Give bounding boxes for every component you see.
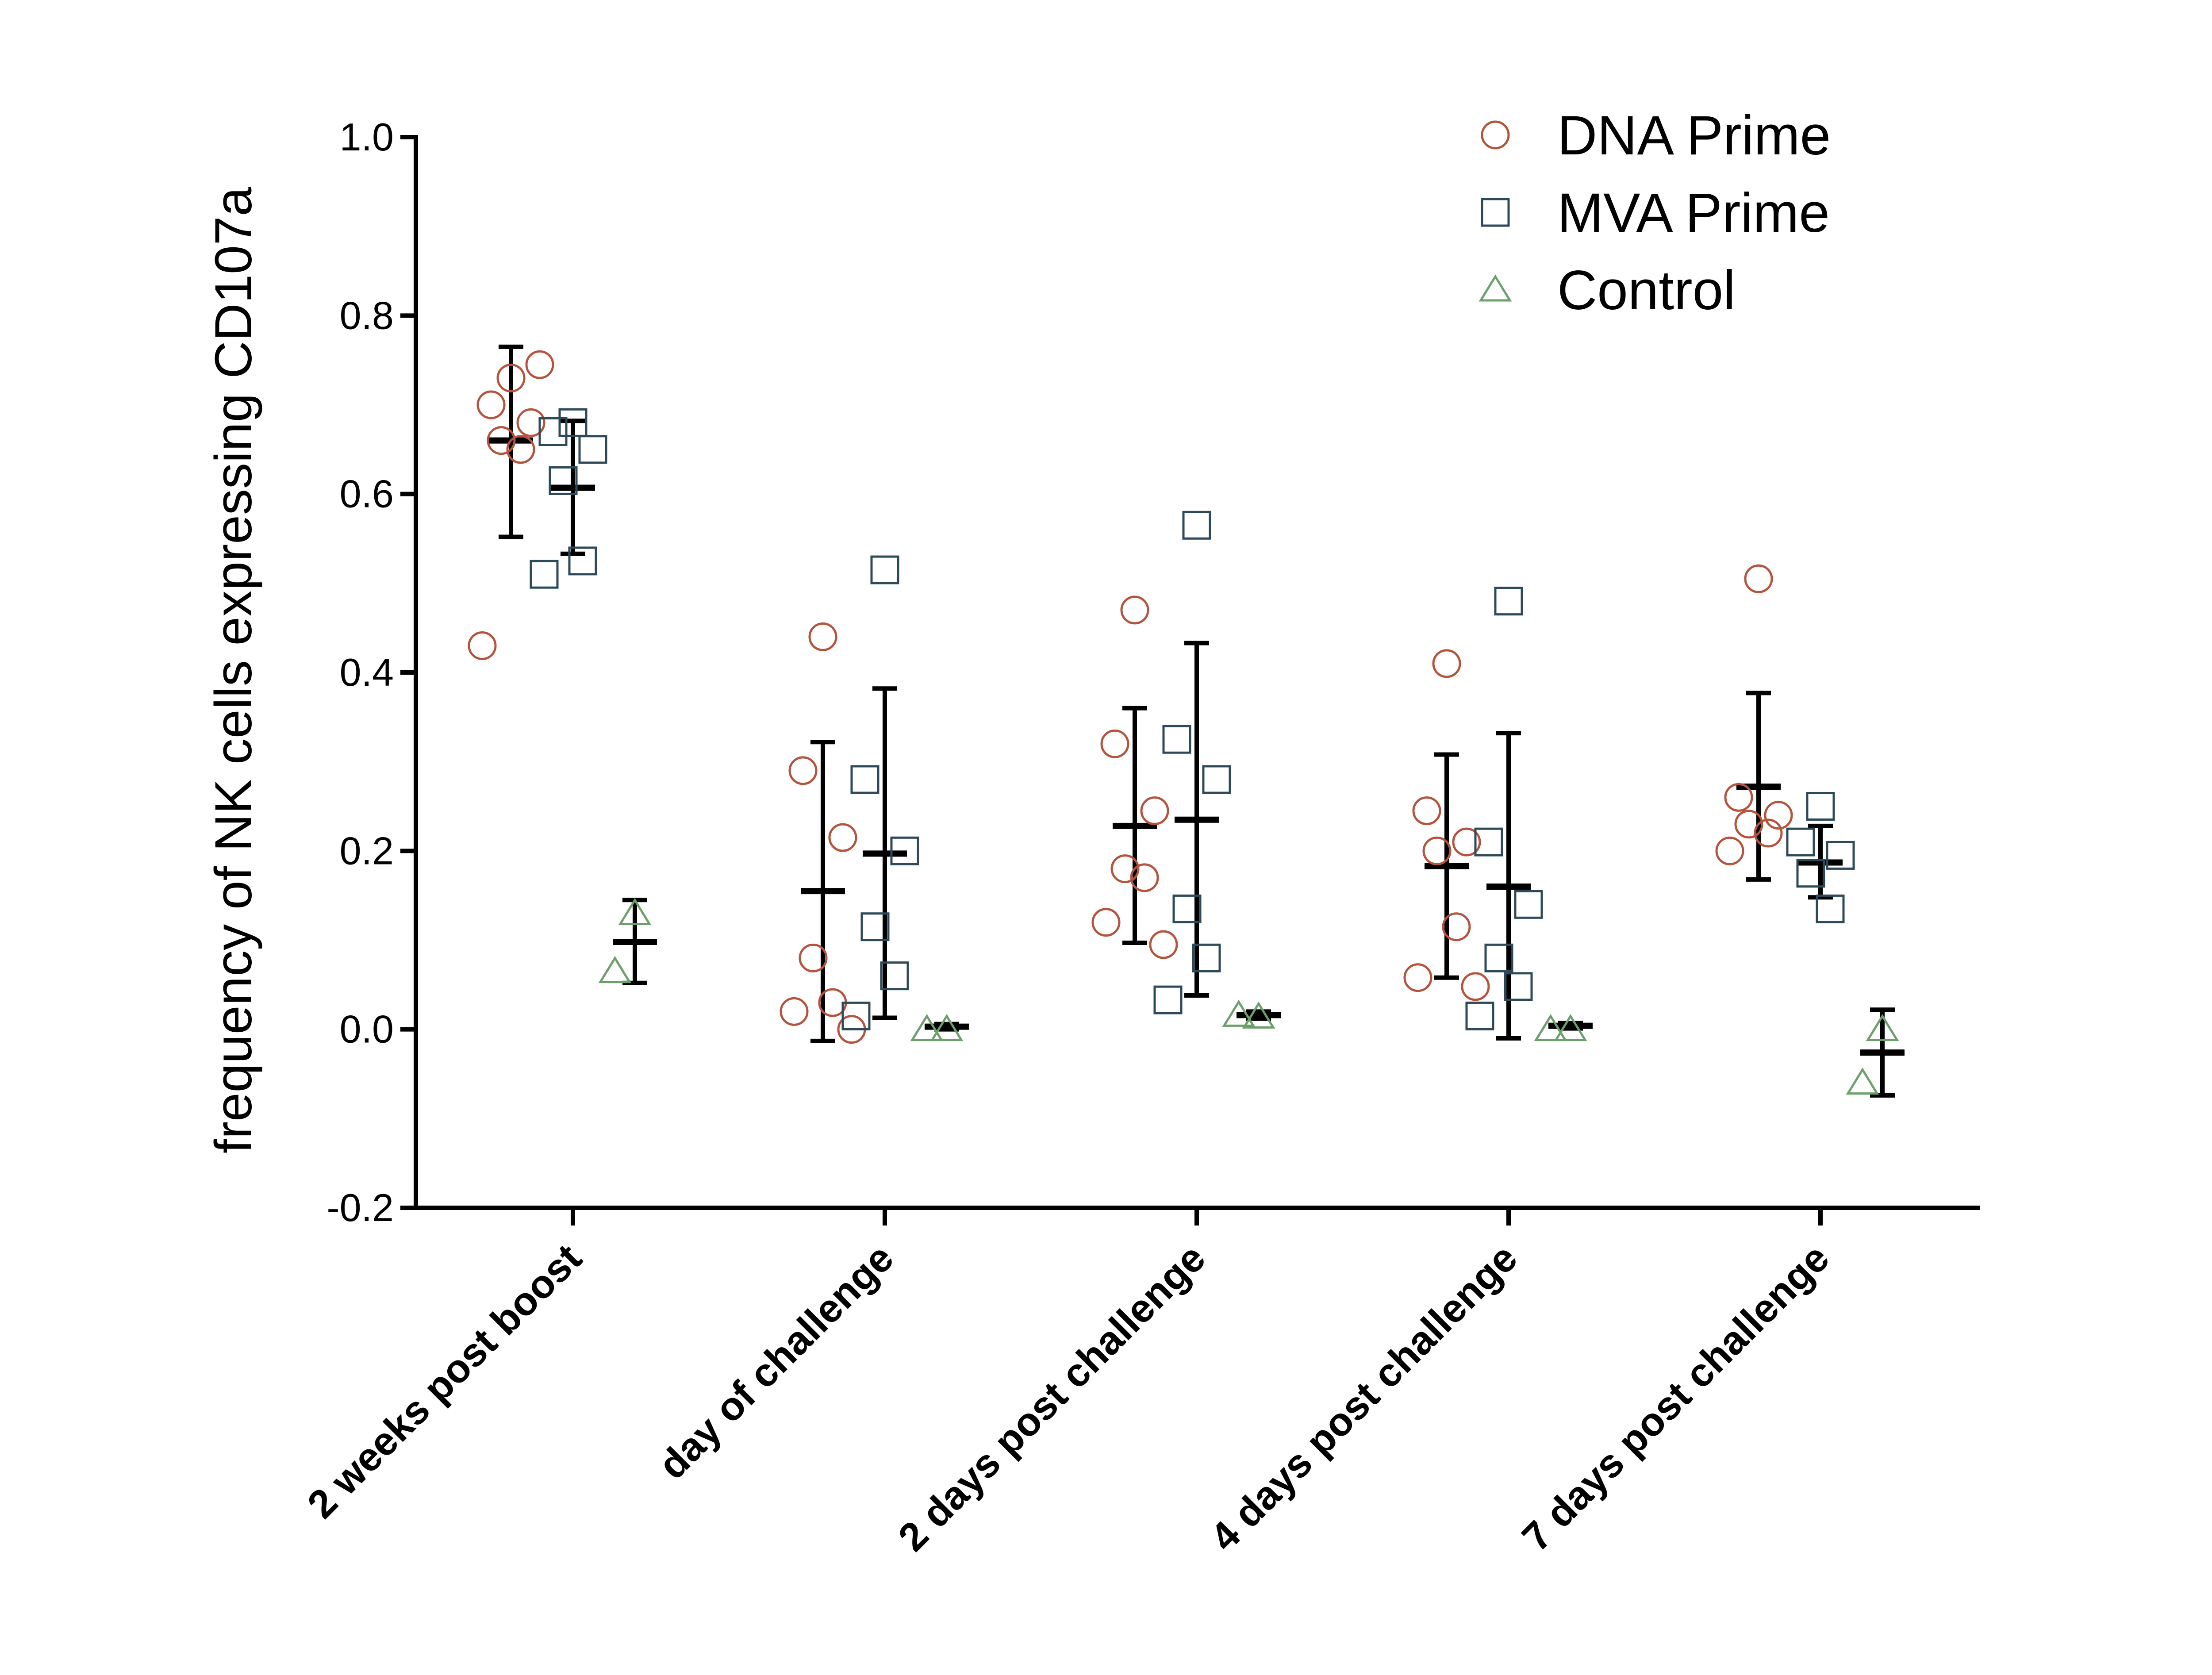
dna-prime-point (1120, 595, 1149, 625)
y-tick-label: 0.8 (340, 293, 394, 337)
dna-prime-point (1461, 972, 1490, 1001)
dna-prime-point (828, 823, 857, 852)
control-point (1866, 1014, 1899, 1041)
dna-prime-point (1100, 729, 1129, 758)
dna-prime-point (1422, 836, 1452, 865)
mva-prime-point (890, 836, 919, 865)
dna-prime-point (1442, 912, 1471, 941)
x-tick-label: 4 days post challenge (1202, 1236, 1526, 1560)
mva-prime-point (880, 961, 909, 991)
legend-mva-prime-label: MVA Prime (1557, 182, 1830, 244)
dna-prime-point (1754, 818, 1783, 848)
mva-prime-point (1162, 725, 1191, 754)
control-point (1846, 1067, 1879, 1095)
legend-mva-prime-marker (1481, 198, 1510, 227)
mva-prime-point (1816, 894, 1845, 923)
data-points (468, 350, 1899, 1095)
mva-prime-point (1806, 792, 1835, 821)
x-tick-label: day of challenge (650, 1236, 902, 1487)
mva-prime-point (1202, 765, 1231, 794)
dna-prime-point (780, 997, 809, 1026)
dna-prime-point (1091, 908, 1121, 937)
dna-prime-point (525, 350, 554, 379)
mva-prime-point (1172, 894, 1202, 923)
legend: DNA Prime MVA Prime Control (1479, 105, 1831, 321)
mva-prime-point (530, 560, 559, 589)
control-point (910, 1014, 944, 1041)
mva-prime-point (1514, 890, 1543, 919)
control-point (598, 956, 632, 983)
mva-prime-point (850, 765, 879, 794)
dna-prime-point (506, 435, 535, 464)
dna-prime-point (1764, 801, 1793, 830)
dna-prime-point (1130, 863, 1159, 892)
dna-prime-point (1715, 836, 1744, 865)
dna-prime-point (1140, 796, 1169, 826)
dna-prime-point (496, 364, 526, 392)
control-point (930, 1014, 964, 1041)
x-tick-label: 2 weeks post boost (299, 1236, 590, 1527)
legend-dna-prime-label: DNA Prime (1557, 105, 1831, 166)
dna-prime-point (1744, 564, 1773, 593)
legend-dna-prime-marker (1481, 120, 1510, 150)
dna-prime-point (468, 631, 497, 660)
mva-prime-point (578, 435, 607, 464)
mva-prime-point (1786, 827, 1815, 857)
mva-prime-point (1153, 985, 1183, 1014)
control-point (1554, 1014, 1587, 1041)
dna-prime-point (1403, 963, 1432, 992)
dna-prime-point (1412, 796, 1441, 826)
mva-prime-point (1494, 587, 1523, 616)
dna-prime-point (1432, 649, 1461, 678)
control-point (1242, 1001, 1275, 1029)
dna-prime-point (516, 408, 545, 437)
mva-prime-point (568, 546, 597, 576)
y-tick-label: 1.0 (340, 115, 394, 159)
mva-prime-point (860, 912, 890, 941)
dna-prime-point (1110, 854, 1140, 884)
mva-prime-point (1826, 841, 1855, 870)
mva-prime-point (1465, 1001, 1494, 1030)
dna-prime-point (808, 622, 837, 651)
legend-control-label: Control (1557, 260, 1736, 321)
mva-prime-point (1796, 859, 1825, 888)
mva-prime-point (538, 417, 568, 446)
mva-prime-point (558, 408, 588, 437)
y-tick-label: 0.2 (340, 829, 394, 872)
mva-prime-point (841, 1001, 871, 1030)
dna-prime-point (1734, 810, 1763, 839)
x-tick-label: 2 days post challenge (890, 1236, 1214, 1560)
legend-control-marker (1479, 274, 1512, 302)
dna-prime-point (799, 943, 828, 972)
y-axis-title: frequency of NK cells expressing CD107a (204, 187, 263, 1153)
dna-prime-point (1149, 930, 1178, 959)
control-point (618, 898, 652, 925)
dna-prime-point (1724, 783, 1753, 812)
mva-prime-point (1192, 943, 1221, 972)
control-point (1534, 1014, 1567, 1041)
mva-prime-point (1484, 943, 1513, 972)
x-tick-label: 7 days post challenge (1514, 1236, 1838, 1560)
error-bars (489, 344, 1905, 1098)
y-tick-label: 0.4 (340, 650, 394, 694)
dna-prime-point (487, 426, 516, 455)
mva-prime-point (1504, 972, 1533, 1001)
y-tick-label: 0.6 (340, 472, 394, 516)
dna-prime-point (476, 390, 506, 419)
y-ticks: 1.0 0.8 0.6 0.4 0.2 0.0 -0.2 (326, 115, 416, 1229)
mva-prime-point (549, 466, 578, 495)
mva-prime-point (1474, 827, 1503, 857)
y-tick-label: -0.2 (326, 1186, 394, 1229)
mva-prime-point (1182, 511, 1211, 540)
dna-prime-point (1452, 827, 1481, 857)
control-point (1222, 999, 1256, 1027)
dna-prime-point (788, 756, 818, 785)
y-tick-label: 0.0 (340, 1007, 394, 1051)
mva-prime-point (870, 555, 899, 584)
